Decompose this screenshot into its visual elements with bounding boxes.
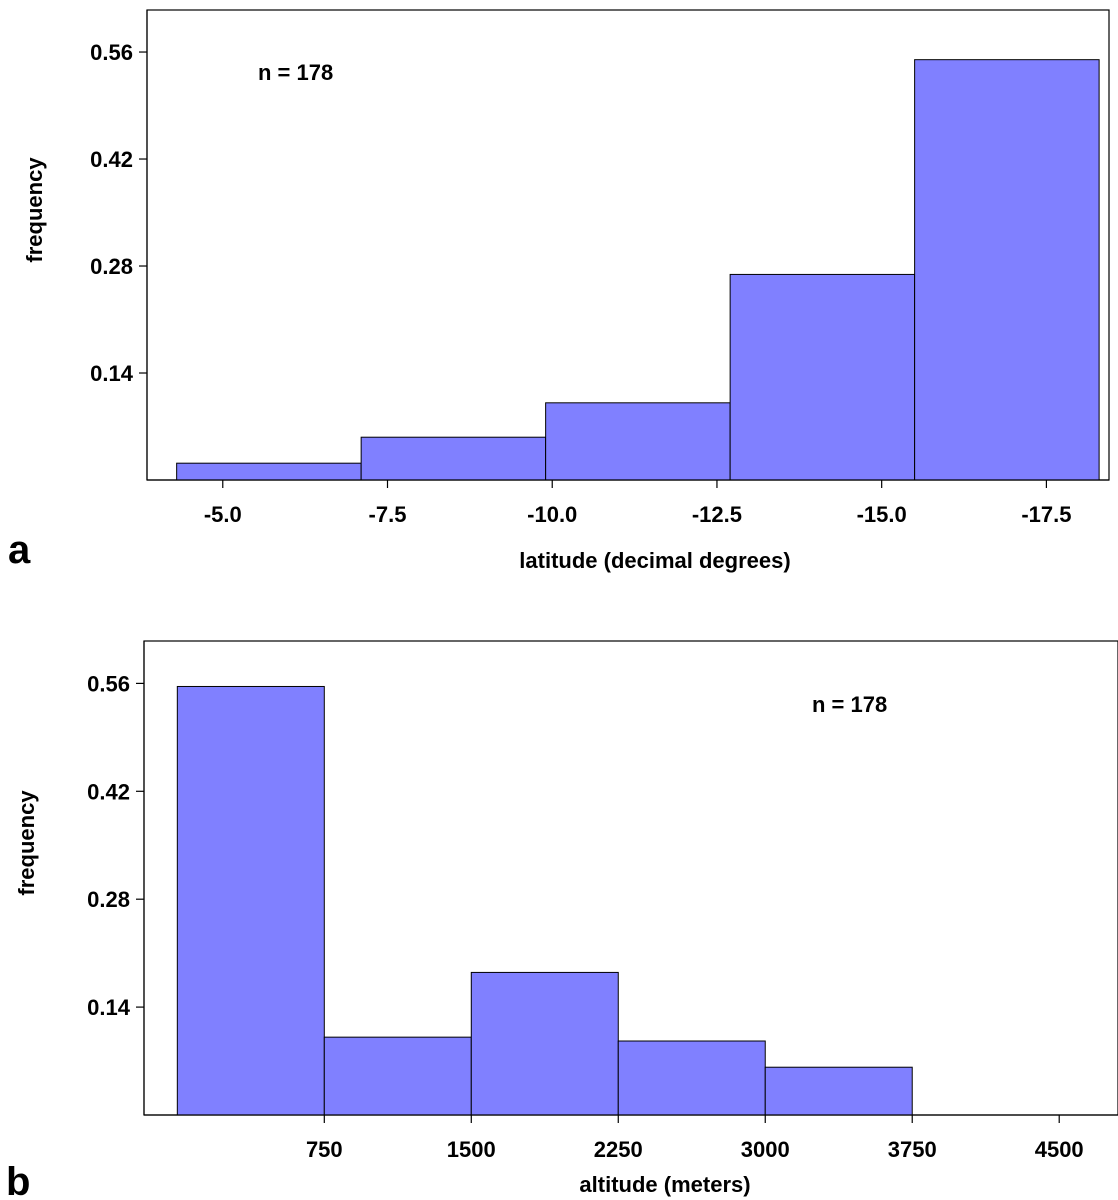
x-axis-title: latitude (decimal degrees)	[519, 548, 790, 573]
x-tick-label: -17.5	[1021, 502, 1071, 527]
histogram-bar-2	[360, 436, 547, 481]
x-tick-label: -12.5	[692, 502, 742, 527]
y-tick-label: 0.56	[90, 40, 133, 65]
histogram-bar-2	[323, 1036, 472, 1116]
x-tick-label: 2250	[594, 1137, 643, 1162]
panel-letter: a	[8, 528, 31, 572]
histogram-bar-5	[914, 59, 1100, 481]
y-tick-label: 0.56	[87, 671, 130, 696]
histogram-bar-5	[764, 1066, 913, 1116]
y-ticks-group: 0.14 0.28 0.42 0.56	[90, 40, 147, 386]
x-tick-label: -7.5	[369, 502, 407, 527]
y-axis-title: frequency	[14, 790, 39, 896]
sample-size-annotation: n = 178	[812, 692, 887, 717]
histogram-bar-4	[729, 273, 916, 481]
bars-group	[176, 685, 913, 1116]
histogram-bar-1	[176, 685, 325, 1116]
x-ticks-group: 750 1500 2250 3000 3750 4500	[306, 1115, 1084, 1162]
x-tick-label: 3750	[888, 1137, 937, 1162]
x-tick-label: 1500	[447, 1137, 496, 1162]
y-tick-label: 0.42	[87, 779, 130, 804]
sample-size-annotation: n = 178	[258, 60, 333, 85]
x-tick-label: -5.0	[204, 502, 242, 527]
histogram-bar-4	[617, 1040, 766, 1116]
histogram-bar-3	[545, 402, 731, 481]
x-tick-label: 3000	[741, 1137, 790, 1162]
bars-group	[176, 59, 1100, 481]
panel-b-altitude-histogram: 0.14 0.28 0.42 0.56 750 1500 2250 3000 3750 4500…	[6, 640, 1118, 1200]
y-ticks-group: 0.14 0.28 0.42 0.56	[87, 671, 144, 1020]
y-tick-label: 0.14	[90, 361, 134, 386]
histogram-bar-3	[470, 971, 619, 1116]
y-tick-label: 0.42	[90, 147, 133, 172]
y-axis-title: frequency	[22, 157, 47, 263]
y-tick-label: 0.14	[87, 995, 131, 1020]
y-tick-label: 0.28	[87, 887, 130, 912]
x-tick-label: 4500	[1035, 1137, 1084, 1162]
panel-a-latitude-histogram: 0.14 0.28 0.42 0.56 -5.0 -7.5 -10.0 -12.5 -15.0…	[8, 9, 1110, 573]
x-tick-label: -10.0	[527, 502, 577, 527]
x-axis-title: altitude (meters)	[579, 1172, 750, 1197]
x-ticks-group: -5.0 -7.5 -10.0 -12.5 -15.0 -17.5	[204, 480, 1071, 527]
panel-letter: b	[6, 1160, 30, 1200]
y-tick-label: 0.28	[90, 254, 133, 279]
x-tick-label: -15.0	[857, 502, 907, 527]
x-tick-label: 750	[306, 1137, 343, 1162]
histogram-bar-1	[176, 462, 362, 481]
